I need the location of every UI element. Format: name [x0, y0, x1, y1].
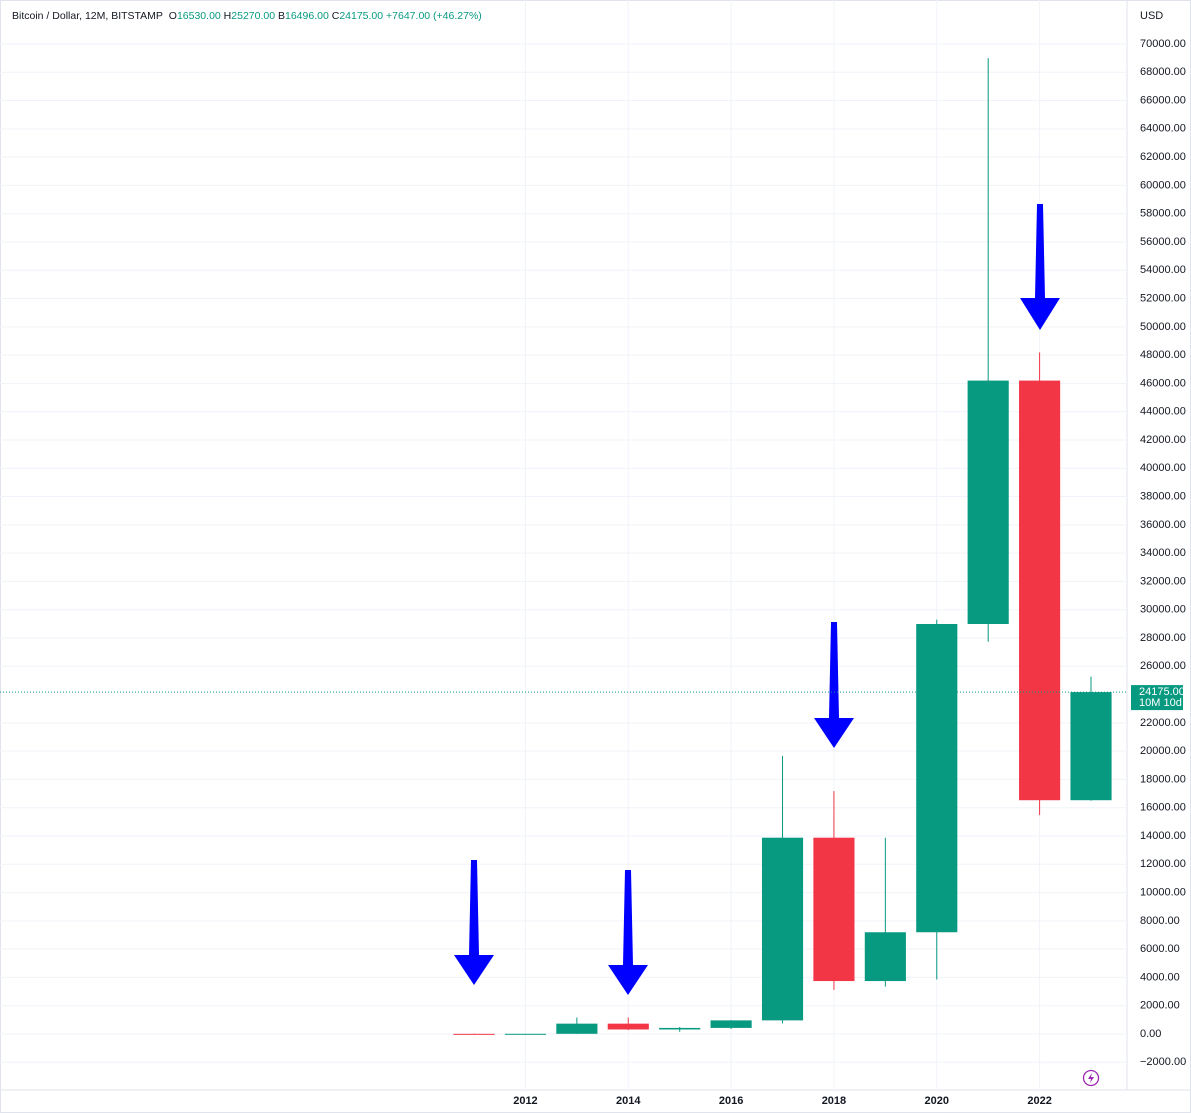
ohlc: O16530.00 H25270.00 B16496.00 C24175.00: [169, 10, 386, 22]
candles: [453, 58, 1112, 1035]
x-tick-label: 2012: [513, 1095, 537, 1107]
y-tick-label: 26000.00: [1140, 660, 1186, 672]
legend: Bitcoin / Dollar, 12M, BITSTAMP O16530.0…: [12, 10, 482, 22]
candle-body: [453, 1033, 495, 1035]
candle-body: [556, 1023, 598, 1034]
y-tick-label: 66000.00: [1140, 94, 1186, 106]
legend-value: 16496.00: [285, 10, 329, 22]
x-tick-label: 2014: [616, 1095, 641, 1107]
price-tag-label: 24175.00: [1139, 686, 1185, 698]
y-tick-label: 34000.00: [1140, 547, 1186, 559]
legend-label: C: [331, 10, 340, 22]
arrow: [814, 622, 854, 748]
candle-body: [813, 837, 855, 982]
y-tick-label: 40000.00: [1140, 462, 1186, 474]
arrow: [1020, 204, 1060, 330]
candle-body: [504, 1033, 547, 1035]
y-tick-label: 20000.00: [1140, 745, 1186, 757]
y-tick-label: 14000.00: [1140, 830, 1186, 842]
symbol: Bitcoin / Dollar, 12M, BITSTAMP: [12, 10, 163, 22]
change: +7647.00 (+46.27%): [386, 10, 482, 22]
y-tick-label: 60000.00: [1140, 179, 1186, 191]
annotations: [454, 204, 1060, 995]
price-tag: [1131, 685, 1183, 711]
legend-value: 25270.00: [231, 10, 276, 22]
y-tick-label: 52000.00: [1140, 292, 1186, 304]
candle-body: [916, 623, 958, 933]
icon[interactable]: [1082, 1069, 1100, 1087]
y-tick-label: 32000.00: [1140, 575, 1186, 587]
x-tick-label: 2020: [925, 1095, 949, 1107]
candle-body: [659, 1027, 701, 1030]
y-tick-label: 0.00: [1140, 1028, 1161, 1040]
y-tick-label: 16000.00: [1140, 802, 1186, 814]
y-tick-label: 8000.00: [1140, 915, 1180, 927]
lightning-button[interactable]: [1082, 1069, 1100, 1087]
y-tick-label: 18000.00: [1140, 773, 1186, 785]
legend-label: B: [277, 10, 285, 22]
legend-value: 16530.00: [176, 10, 221, 22]
candle-body: [607, 1023, 649, 1030]
y-tick-label: 56000.00: [1140, 236, 1186, 248]
candle-body: [967, 380, 1009, 624]
legend-label: O: [168, 10, 177, 22]
y-tick-label: −2000.00: [1140, 1056, 1186, 1068]
y-tick-label: 22000.00: [1140, 717, 1186, 729]
legend-value: 24175.00: [339, 10, 384, 22]
y-tick-label: 46000.00: [1140, 377, 1186, 389]
x-tick-label: 2018: [822, 1095, 846, 1107]
legend-label: H: [223, 10, 232, 22]
y-tick-label: 70000.00: [1140, 38, 1186, 50]
candle-body: [710, 1020, 752, 1028]
y-tick-label: 54000.00: [1140, 264, 1186, 276]
x-tick-label: 2016: [719, 1095, 743, 1107]
y-tick-label: 2000.00: [1140, 1000, 1180, 1012]
y-tick-label: 68000.00: [1140, 66, 1186, 78]
currency: USD: [1140, 10, 1163, 22]
y-tick-label: 44000.00: [1140, 406, 1186, 418]
grid: [0, 0, 1127, 1090]
candle-body: [761, 837, 804, 1021]
y-tick-label: 30000.00: [1140, 604, 1186, 616]
x-tick-label: 2022: [1027, 1095, 1051, 1107]
y-tick-label: 64000.00: [1140, 123, 1186, 135]
y-tick-label: 58000.00: [1140, 208, 1186, 220]
y-tick-label: 48000.00: [1140, 349, 1186, 361]
y-tick-label: 42000.00: [1140, 434, 1186, 446]
y-tick-label: 12000.00: [1140, 858, 1186, 870]
y-tick-label: 38000.00: [1140, 490, 1186, 502]
y-tick-label: 28000.00: [1140, 632, 1186, 644]
arrow: [608, 870, 648, 995]
candle-body: [1070, 692, 1112, 801]
arrow: [454, 860, 494, 985]
y-tick-label: 10000.00: [1140, 886, 1186, 898]
y-tick-label: 50000.00: [1140, 321, 1186, 333]
y-tick-label: 36000.00: [1140, 519, 1186, 531]
y-tick-label: 6000.00: [1140, 943, 1180, 955]
icon[interactable]: [1088, 1073, 1094, 1083]
countdown: 10M 10d: [1139, 697, 1182, 709]
y-tick-label: 62000.00: [1140, 151, 1186, 163]
y-tick-label: 4000.00: [1140, 971, 1180, 983]
candle-body: [1019, 380, 1061, 801]
candle-body: [864, 932, 906, 982]
